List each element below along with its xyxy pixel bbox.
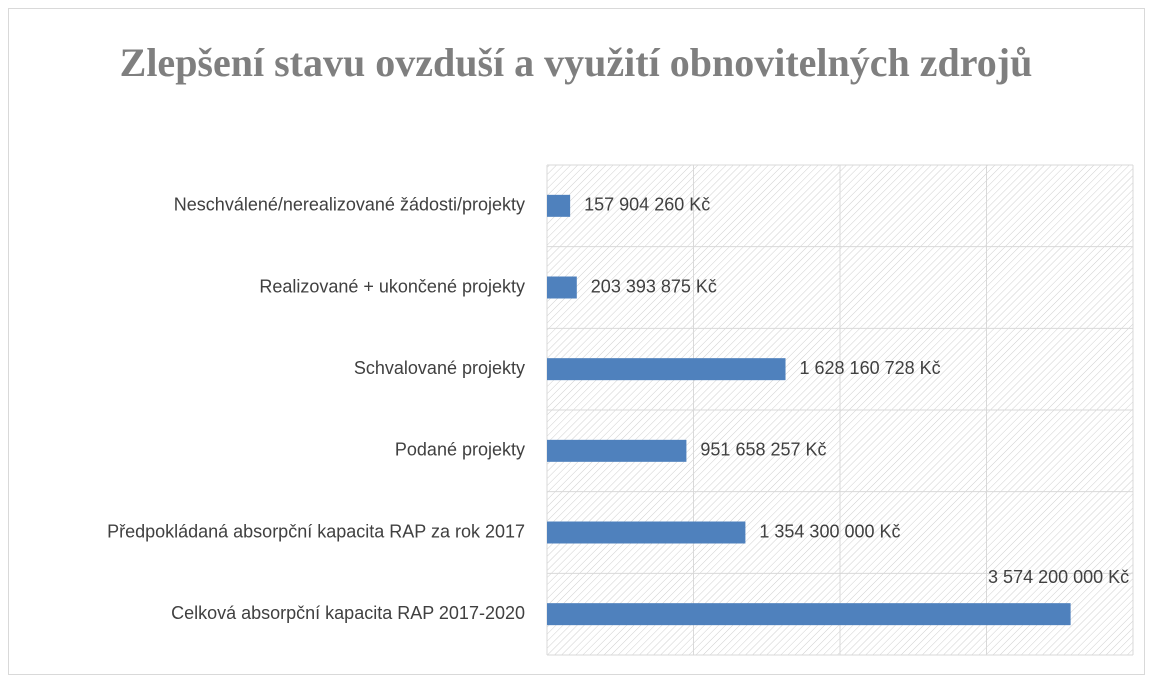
- category-label: Předpokládaná absorpční kapacita RAP za …: [107, 521, 525, 541]
- bar: [547, 194, 571, 217]
- chart-border: [8, 8, 1145, 675]
- category-label: Celková absorpční kapacita RAP 2017-2020: [171, 603, 525, 623]
- value-label: 1 628 160 728 Kč: [800, 358, 941, 378]
- value-label: 203 393 875 Kč: [591, 276, 717, 296]
- bar: [547, 276, 577, 299]
- bar: [547, 521, 746, 544]
- value-label: 3 574 200 000 Kč: [988, 567, 1129, 587]
- value-label: 951 658 257 Kč: [700, 440, 826, 460]
- category-label: Schvalované projekty: [354, 358, 525, 378]
- bar: [547, 358, 786, 381]
- value-label: 157 904 260 Kč: [584, 195, 710, 215]
- bar: [547, 439, 687, 462]
- bar: [547, 603, 1071, 626]
- value-label: 1 354 300 000 Kč: [759, 521, 900, 541]
- category-label: Realizované + ukončené projekty: [259, 276, 525, 296]
- category-label: Neschválené/nerealizované žádosti/projek…: [174, 195, 525, 215]
- chart-title: Zlepšení stavu ovzduší a využití obnovit…: [119, 40, 1033, 85]
- category-label: Podané projekty: [395, 440, 525, 460]
